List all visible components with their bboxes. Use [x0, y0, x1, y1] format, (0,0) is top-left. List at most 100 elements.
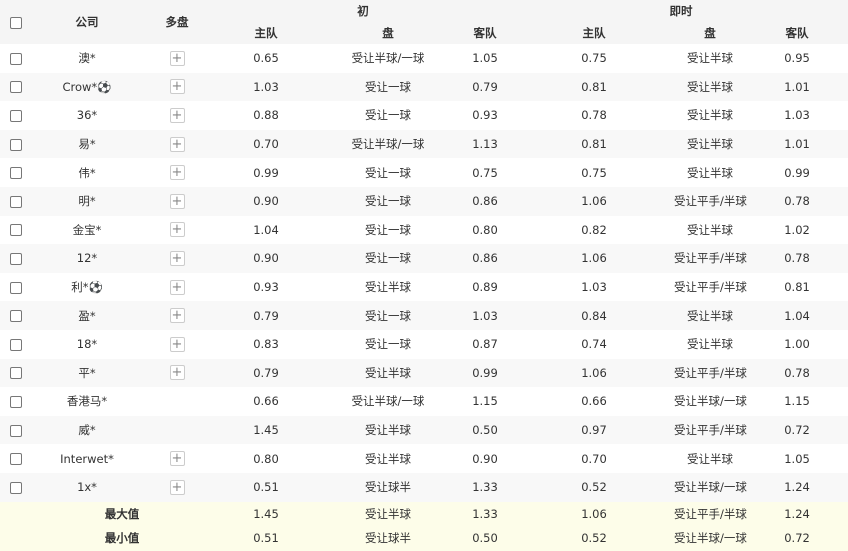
- company-name[interactable]: 18*: [76, 337, 98, 352]
- multi-cell: +: [142, 130, 212, 159]
- row-checkbox[interactable]: [10, 52, 22, 65]
- table-row: 明* +0.90 受让一球 0.86 1.06 受让平手/半球 0.78: [0, 186, 848, 216]
- company-name[interactable]: 威*: [78, 423, 96, 438]
- initial-away: 0.86: [472, 251, 498, 266]
- company-name[interactable]: 36*: [76, 108, 98, 123]
- plus-icon[interactable]: +: [169, 79, 185, 95]
- company-name[interactable]: 1x*: [77, 480, 97, 495]
- row-select[interactable]: [0, 273, 32, 302]
- initial-home: 0.99: [253, 165, 279, 180]
- plus-icon[interactable]: +: [169, 50, 185, 66]
- company-name[interactable]: 利*⚽: [71, 280, 103, 295]
- row-select[interactable]: [0, 158, 32, 187]
- row-select[interactable]: [0, 44, 32, 73]
- plus-icon[interactable]: +: [169, 308, 185, 324]
- live-line: 受让半球: [687, 165, 734, 180]
- company-name[interactable]: 易*: [78, 137, 96, 152]
- initial-line: 受让一球: [365, 108, 411, 123]
- initial-line: 受让半球/一球: [351, 51, 425, 66]
- row-select[interactable]: [0, 444, 32, 473]
- initial-away: 0.87: [472, 337, 498, 352]
- row-checkbox[interactable]: [10, 310, 22, 323]
- row-select[interactable]: [0, 73, 32, 102]
- plus-icon[interactable]: +: [169, 136, 185, 152]
- row-select[interactable]: [0, 387, 32, 416]
- summary-live-line: 受让半球/一球: [674, 531, 747, 546]
- plus-icon[interactable]: +: [169, 336, 185, 352]
- live-home: 0.81: [581, 137, 607, 152]
- header-multi: 多盘: [142, 0, 212, 44]
- company-name[interactable]: 盈*: [78, 308, 96, 323]
- summary-initial-home: 0.51: [253, 531, 279, 546]
- company-name[interactable]: Crow*⚽: [62, 79, 112, 94]
- company-name[interactable]: 平*: [78, 365, 96, 380]
- live-home: 1.06: [581, 251, 607, 266]
- multi-cell: +: [142, 330, 212, 359]
- company-name[interactable]: 金宝*: [72, 222, 102, 237]
- row-select[interactable]: [0, 473, 32, 502]
- row-select[interactable]: [0, 101, 32, 130]
- live-away: 1.05: [784, 451, 810, 466]
- row-checkbox[interactable]: [10, 224, 22, 237]
- live-home: 0.82: [581, 222, 607, 237]
- company-name[interactable]: 明*: [78, 194, 96, 209]
- row-checkbox[interactable]: [10, 109, 22, 122]
- live-line: 受让半球: [687, 51, 734, 66]
- plus-icon[interactable]: +: [169, 193, 185, 209]
- table-row: Crow*⚽ +1.03 受让一球 0.79 0.81 受让半球 1.01: [0, 72, 848, 102]
- row-checkbox[interactable]: [10, 367, 22, 380]
- company-name[interactable]: 12*: [76, 251, 98, 266]
- row-checkbox[interactable]: [10, 338, 22, 351]
- row-select[interactable]: [0, 416, 32, 445]
- row-checkbox[interactable]: [10, 395, 22, 408]
- table-row: Interwet* +0.80 受让半球 0.90 0.70 受让半球 1.05: [0, 444, 848, 473]
- table-row: 香港马* 0.66 受让半球/一球 1.15 0.66 受让半球/一球 1.15: [0, 387, 848, 416]
- plus-icon[interactable]: +: [169, 165, 185, 181]
- initial-home: 0.79: [253, 308, 279, 323]
- row-checkbox[interactable]: [10, 424, 22, 437]
- initial-away: 0.86: [472, 194, 498, 209]
- initial-line: 受让一球: [365, 251, 411, 266]
- row-checkbox[interactable]: [10, 138, 22, 151]
- company-name[interactable]: 澳*: [78, 51, 96, 66]
- row-checkbox[interactable]: [10, 481, 22, 494]
- plus-icon[interactable]: +: [169, 451, 185, 467]
- initial-line: 受让一球: [365, 337, 411, 352]
- summary-initial-home: 1.45: [253, 506, 279, 521]
- select-all-checkbox[interactable]: [10, 16, 22, 29]
- initial-home: 1.03: [253, 79, 279, 94]
- row-checkbox[interactable]: [10, 81, 22, 94]
- initial-away: 1.13: [472, 137, 498, 152]
- row-select[interactable]: [0, 359, 32, 388]
- live-away: 1.00: [784, 337, 810, 352]
- table-row: 澳* +0.65 受让半球/一球 1.05 0.75 受让半球 0.95: [0, 44, 848, 73]
- row-checkbox[interactable]: [10, 281, 22, 294]
- plus-icon[interactable]: +: [169, 250, 185, 266]
- row-checkbox[interactable]: [10, 453, 22, 466]
- plus-icon[interactable]: +: [169, 222, 185, 238]
- row-select[interactable]: [0, 187, 32, 216]
- plus-icon[interactable]: +: [169, 107, 185, 123]
- table-row: 利*⚽ +0.93 受让半球 0.89 1.03 受让平手/半球 0.81: [0, 273, 848, 302]
- plus-icon[interactable]: +: [169, 365, 185, 381]
- row-select[interactable]: [0, 244, 32, 273]
- row-checkbox[interactable]: [10, 252, 22, 265]
- plus-icon[interactable]: +: [169, 479, 185, 495]
- initial-home: 0.83: [253, 337, 279, 352]
- row-select[interactable]: [0, 301, 32, 330]
- multi-cell: [142, 416, 212, 445]
- company-name[interactable]: 伟*: [78, 165, 96, 180]
- company-name[interactable]: Interwet*: [60, 451, 114, 466]
- row-checkbox[interactable]: [10, 167, 22, 180]
- select-all-cell[interactable]: [0, 0, 32, 44]
- header-live: 即时: [514, 0, 848, 22]
- live-line: 受让半球: [687, 451, 734, 466]
- row-select[interactable]: [0, 130, 32, 159]
- row-checkbox[interactable]: [10, 195, 22, 208]
- company-name[interactable]: 香港马*: [66, 394, 108, 409]
- initial-away: 0.79: [472, 79, 498, 94]
- row-select[interactable]: [0, 330, 32, 359]
- row-select[interactable]: [0, 216, 32, 245]
- initial-away: 0.89: [472, 280, 498, 295]
- plus-icon[interactable]: +: [169, 279, 185, 295]
